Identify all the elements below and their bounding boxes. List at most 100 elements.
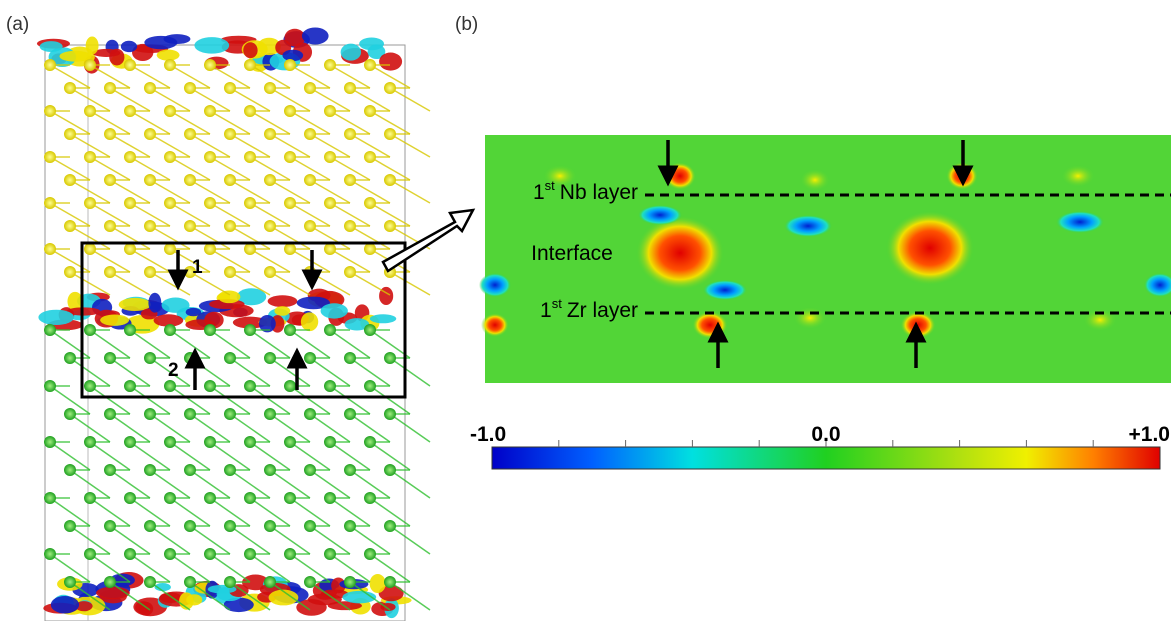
atom [84,59,96,71]
charge-lobe [370,574,386,593]
atom [104,266,116,278]
atom [204,243,216,255]
atom [164,380,176,392]
atom [344,352,356,364]
charge-lobe [51,596,79,614]
atom [204,436,216,448]
atom [144,352,156,364]
atom [384,82,396,94]
atom [144,266,156,278]
bond [390,358,430,386]
atom [124,492,136,504]
atom [264,352,276,364]
interface-label: Interface [531,242,613,265]
atom [344,408,356,420]
atom [384,128,396,140]
charge-lobe [370,314,396,323]
bond [390,414,430,442]
atom [44,197,56,209]
charge-lobe [86,36,99,54]
atom [304,520,316,532]
atom [244,151,256,163]
atom [64,352,76,364]
zoom-arrow [383,210,473,271]
atom [204,548,216,560]
bond [390,272,430,295]
atom [204,59,216,71]
atom [84,105,96,117]
charge-lobe [100,315,129,326]
atom [244,548,256,560]
bond [350,272,390,295]
atom [244,492,256,504]
atom [44,243,56,255]
bond [110,272,150,295]
atom [284,492,296,504]
site-label: 1 [192,257,203,278]
atom [284,380,296,392]
charge-lobe [194,37,229,53]
atom [324,197,336,209]
atom [64,464,76,476]
bond [70,272,110,295]
atom [364,380,376,392]
charge-lobe [321,303,348,318]
charge-lobe [121,41,137,52]
atom [224,266,236,278]
charge-lobe [218,290,240,303]
atom [204,380,216,392]
atom [164,548,176,560]
bond [390,180,430,203]
bond [390,526,430,554]
atom [304,220,316,232]
atom [64,266,76,278]
atom [84,151,96,163]
charge-lobe [282,50,303,61]
atom [344,464,356,476]
atom [64,520,76,532]
atom [244,436,256,448]
atom [204,105,216,117]
charge-lobe [38,310,74,325]
atom [164,436,176,448]
atom [264,464,276,476]
bond [270,272,310,295]
atom [284,324,296,336]
atom [144,520,156,532]
figure: (a) 1 2 (b) [0,0,1171,621]
atom [224,576,236,588]
atom [284,548,296,560]
atom [164,59,176,71]
atom [84,380,96,392]
atom [304,408,316,420]
charge-lobe [302,27,329,44]
colorbar [492,447,1160,469]
atom [324,105,336,117]
atom [104,174,116,186]
atom [144,174,156,186]
atom [84,492,96,504]
charge-lobe [109,49,124,66]
charge-lobe [379,53,402,71]
atom [144,464,156,476]
atom [364,197,376,209]
atom [324,151,336,163]
atom [44,105,56,117]
atom [304,82,316,94]
atom [384,464,396,476]
atom [244,59,256,71]
atom [284,105,296,117]
atom [264,576,276,588]
atom [264,220,276,232]
atom [244,197,256,209]
atom [124,197,136,209]
atom [304,464,316,476]
atom [324,380,336,392]
atom [284,436,296,448]
atom [124,380,136,392]
atom [164,324,176,336]
bond [390,470,430,498]
atom [364,105,376,117]
atom [104,464,116,476]
atom [104,82,116,94]
